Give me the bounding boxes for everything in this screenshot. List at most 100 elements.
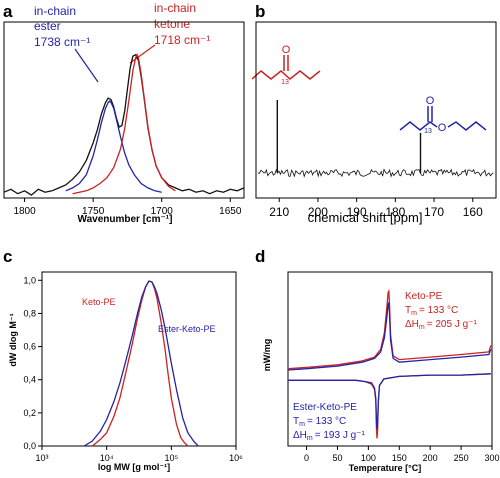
panel-d-x-tick-label-1: 50 xyxy=(332,453,342,463)
panel-c-y-tick-label-1: 0,2 xyxy=(23,408,36,418)
panel-c-y-tick-label-4: 0,8 xyxy=(23,308,36,318)
panel-d-x-tick-label-3: 150 xyxy=(392,453,407,463)
panel-a-ester-line-2: ester xyxy=(34,19,61,33)
panel-b-axes-frame xyxy=(255,21,497,199)
panel-c-y-tick-label-5: 1,0 xyxy=(23,275,36,285)
panel-a-ester-line-1: in-chain xyxy=(34,4,76,18)
ester-keto-pe-tm-subscript: m xyxy=(299,421,305,428)
panel-b-letter: b xyxy=(255,2,265,21)
panel-c-molecular-weight: c 10³ 10⁴ 10⁵ 10⁶ 0,0 0,2 0,4 0,6 0,8 1,0 log MW … xyxy=(3,247,243,472)
panel-d-series-1 xyxy=(287,300,492,371)
keto-pe-dh-value: = 205 J g⁻¹ xyxy=(427,319,478,330)
keto-pe-dh-symbol: ΔH xyxy=(405,319,419,330)
panel-c-series-1 xyxy=(83,280,199,447)
panel-d-x-tick-label-0: 0 xyxy=(304,453,309,463)
panel-d-legend-ester-keto-pe: Ester-Keto-PE Tm = 133 °C ΔHm = 193 J g⁻¹ xyxy=(293,402,365,442)
panel-c-legend-keto-pe: Keto-PE xyxy=(82,297,116,307)
panel-d-series-3 xyxy=(288,373,491,430)
ester-keto-pe-dh: ΔHm = 193 J g⁻¹ xyxy=(293,430,365,442)
keto-pe-tm-symbol: T xyxy=(405,305,411,316)
panel-c-legend-ester-keto-pe: Ester-Keto-PE xyxy=(158,324,216,334)
ester-keto-pe-dh-value: = 193 J g⁻¹ xyxy=(315,430,366,441)
panel-b-x-tick-label-0: 210 xyxy=(269,205,289,219)
panel-a-ester-line-3: 1738 cm⁻¹ xyxy=(34,35,90,49)
ester-keto-pe-tm: Tm = 133 °C xyxy=(293,416,346,428)
panel-a-ketone-pointer xyxy=(129,44,156,64)
panel-d-x-tick-label-5: 250 xyxy=(454,453,469,463)
panel-c-y-tick-label-2: 0,4 xyxy=(23,375,36,385)
ketone-structure xyxy=(251,55,321,80)
panel-a-axes-frame xyxy=(3,21,245,199)
panel-d-x-tick-label-6: 300 xyxy=(484,453,499,463)
panel-b-x-tick-label-2: 190 xyxy=(347,205,367,219)
ester-keto-pe-tm-value: = 133 °C xyxy=(307,416,346,427)
panel-d-dsc-thermogram: d 0 50 100 150 200 250 300 Temperature [°C] mW… xyxy=(255,247,500,473)
ketone-13c-label: 13 xyxy=(281,79,289,86)
panel-c-x-tick-label-1: 10⁴ xyxy=(100,453,114,463)
panel-d-y-axis-label: mW/mg xyxy=(262,339,272,372)
panel-c-x-axis-label: log MW [g mol⁻¹] xyxy=(98,462,170,472)
keto-pe-tm-value: = 133 °C xyxy=(419,305,458,316)
ketone-chain-bond xyxy=(251,70,321,80)
panel-c-plot-area: 10³ 10⁴ 10⁵ 10⁶ 0,0 0,2 0,4 0,6 0,8 1,0 xyxy=(23,271,243,463)
panel-a-x-axis-label: Wavenumber [cm⁻¹] xyxy=(78,214,173,225)
panel-a-series-ketone-fit xyxy=(72,53,176,195)
panel-b-x-tick-label-3: 180 xyxy=(385,205,405,219)
panel-a-ketone-line-1: in-chain xyxy=(154,1,196,15)
panel-c-axes-frame xyxy=(41,271,237,447)
panel-d-axes-frame xyxy=(287,271,493,447)
panel-d-x-tick-label-4: 200 xyxy=(423,453,438,463)
panel-a-ketone-line-2: ketone xyxy=(154,17,190,31)
panel-d-letter: d xyxy=(255,247,265,266)
panel-b-x-tick-label-4: 170 xyxy=(424,205,444,219)
panel-b-baseline-noise xyxy=(257,168,494,178)
ester-chain-right xyxy=(447,121,487,131)
panel-d-legend-keto-pe: Keto-PE Tm = 133 °C ΔHm = 205 J g⁻¹ xyxy=(405,291,477,331)
panel-a-annotation-ketone: in-chain ketone 1718 cm⁻¹ xyxy=(154,1,210,47)
keto-pe-tm: Tm = 133 °C xyxy=(405,305,458,317)
panel-a-letter: a xyxy=(3,2,13,21)
panel-b-x-axis-label: chemical shift [ppm] xyxy=(308,210,423,225)
panel-c-x-tick-label-0: 10³ xyxy=(35,453,48,463)
ester-keto-pe-tm-symbol: T xyxy=(293,416,299,427)
panel-d-series-0 xyxy=(287,288,492,370)
keto-pe-dh-subscript: m xyxy=(419,324,425,331)
panel-a-series-measured xyxy=(3,53,245,196)
panel-c-x-tick-label-3: 10⁶ xyxy=(229,453,243,463)
panel-c-x-tick-label-2: 10⁵ xyxy=(164,453,178,463)
panel-a-ester-pointer xyxy=(74,48,99,83)
panel-d-plot-area: 0 50 100 150 200 250 300 xyxy=(287,271,500,463)
panel-b-x-tick-label-1: 200 xyxy=(308,205,328,219)
panel-a-plot-area: 1800 1750 1700 1650 xyxy=(3,21,245,217)
keto-pe-dh: ΔHm = 205 J g⁻¹ xyxy=(405,319,477,331)
panel-b-x-tick-label-5: 160 xyxy=(463,205,483,219)
keto-pe-tm-subscript: m xyxy=(411,310,417,317)
ester-structure xyxy=(399,106,487,131)
panel-c-letter: c xyxy=(3,247,12,266)
panel-a-x-tick-label-2: 1700 xyxy=(151,206,174,217)
ester-chain-left xyxy=(399,121,438,131)
panel-a-annotation-ester: in-chain ester 1738 cm⁻¹ xyxy=(34,4,90,49)
panel-a-ketone-line-3: 1718 cm⁻¹ xyxy=(154,33,210,47)
ester-keto-pe-name: Ester-Keto-PE xyxy=(293,402,357,413)
panel-a-ir-spectrum: a in-chain ester 1738 cm⁻¹ in-chain keto… xyxy=(3,1,245,225)
panel-d-x-axis-label: Temperature [°C] xyxy=(349,463,421,473)
panel-a-x-tick-label-3: 1650 xyxy=(219,206,242,217)
ester-ether-oxygen-label: O xyxy=(438,122,447,134)
keto-pe-name: Keto-PE xyxy=(405,291,443,302)
ester-keto-pe-dh-subscript: m xyxy=(307,435,313,442)
panel-b-nmr-spectrum: b O 13 O 13 O 210 200 190 180 170 160 chemica… xyxy=(251,2,497,225)
panel-a-series-ester-fit xyxy=(65,100,162,193)
ester-13c-label: 13 xyxy=(424,128,432,135)
ester-carbonyl-oxygen-label: O xyxy=(426,95,435,107)
panel-d-x-tick-label-2: 100 xyxy=(361,453,376,463)
panel-c-y-tick-label-0: 0,0 xyxy=(23,441,36,451)
panel-c-y-tick-label-3: 0,6 xyxy=(23,342,36,352)
panel-b-plot-area: 210 200 190 180 170 160 xyxy=(255,21,497,219)
panel-a-x-tick-label-0: 1800 xyxy=(13,206,36,217)
ketone-oxygen-label: O xyxy=(282,44,291,56)
panel-a-x-tick-label-1: 1750 xyxy=(82,206,105,217)
ester-keto-pe-dh-symbol: ΔH xyxy=(293,430,307,441)
panel-c-y-axis-label: dW dlog M⁻¹ xyxy=(8,313,18,366)
